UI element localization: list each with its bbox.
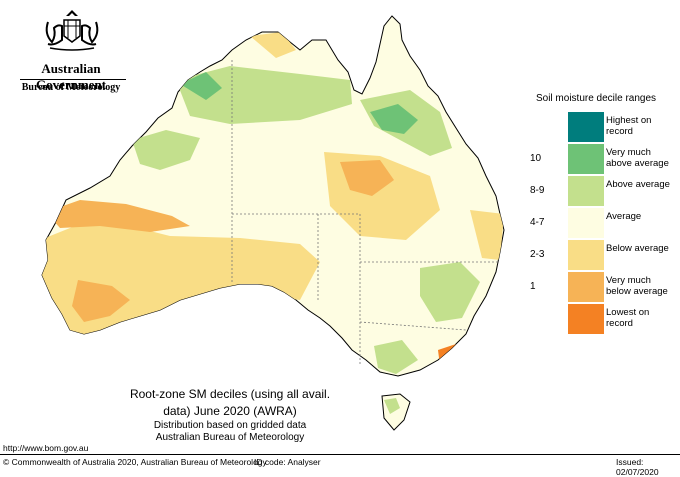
legend-label: Below average (606, 243, 669, 254)
nw-dry-band-region (46, 200, 190, 232)
legend-item-average: 4-7 Average (516, 208, 676, 238)
map-legend: Soil moisture decile ranges Highest on r… (516, 93, 676, 338)
legend-swatch (568, 176, 604, 206)
legend-code: 8-9 (530, 185, 545, 196)
legend-item-above: 8-9 Above average (516, 176, 676, 206)
kimberley-wet-region (180, 72, 222, 100)
footer-divider (0, 454, 680, 455)
legend-swatch (568, 112, 604, 142)
government-name: Australian Government (35, 61, 107, 92)
caption-title-line-1: Root-zone SM deciles (using all avail. (129, 387, 331, 401)
legend-code: 2-3 (530, 249, 545, 260)
east-coast-dry-region (470, 210, 504, 260)
legend-label: Very much above average (606, 147, 669, 169)
id-code-text: ID code: Analyser (254, 457, 321, 467)
legend-code: 10 (530, 153, 542, 164)
legend-item-highest: Highest on record (516, 112, 676, 142)
central-dry-region (340, 160, 394, 196)
legend-label: Lowest on record (606, 307, 650, 329)
north-wa-wet-region (132, 130, 200, 170)
south-coast-dry-region (72, 280, 130, 322)
legend-title: Soil moisture decile ranges (535, 93, 657, 104)
legend-label: Highest on record (606, 115, 652, 137)
website-link[interactable]: http://www.bom.gov.au (3, 443, 89, 453)
coat-of-arms-icon (45, 10, 99, 51)
legend-label: Above average (606, 179, 670, 190)
nt-dry-region (250, 32, 296, 58)
map-caption: Root-zone SM deciles (using all avail. d… (100, 386, 360, 444)
header-divider (20, 79, 126, 80)
legend-label: Very much below average (606, 275, 668, 297)
legend-swatch (568, 144, 604, 174)
caption-note-line-2: Australian Bureau of Meteorology (155, 432, 305, 443)
legend-label: Average (606, 211, 642, 222)
caption-note-line-1: Distribution based on gridded data (153, 420, 307, 431)
victoria-wet-region (374, 340, 418, 374)
se-wet-region (420, 262, 480, 322)
legend-swatch (568, 272, 604, 302)
state-borders (231, 60, 500, 366)
legend-swatch (568, 304, 604, 334)
legend-swatch (568, 208, 604, 238)
caption-title-line-2: data) June 2020 (AWRA) (163, 404, 297, 418)
legend-item-below: 2-3 Below average (516, 240, 676, 270)
government-logo-block: Australian Government Bureau of Meteorol… (8, 6, 134, 98)
issued-date: Issued: 02/07/2020 (616, 457, 659, 477)
tasmania-wet-region (384, 398, 400, 414)
legend-code: 1 (530, 281, 536, 292)
legend-item-very-much-below: 1 Very much below average (516, 272, 676, 302)
north-wet-region (176, 66, 352, 124)
legend-swatch (568, 240, 604, 270)
legend-code: 4-7 (530, 217, 545, 228)
legend-item-lowest: Lowest on record (516, 304, 676, 334)
copyright-text: © Commonwealth of Australia 2020, Austra… (3, 457, 267, 467)
australia-soil-moisture-map (41, 15, 505, 431)
bureau-name: Bureau of Meteorology (21, 82, 121, 93)
legend-item-very-much-above: 10 Very much above average (516, 144, 676, 174)
qld-very-wet-region (370, 104, 418, 134)
